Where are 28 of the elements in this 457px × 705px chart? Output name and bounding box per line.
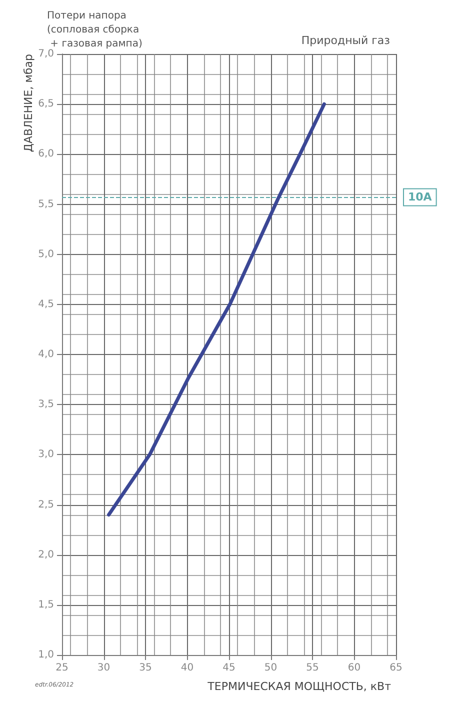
y-tick-label: 7,0 (38, 48, 54, 60)
x-tick-label: 65 (390, 662, 402, 674)
y-tick-label: 5,0 (38, 248, 54, 260)
y-tick-label: 6,0 (38, 148, 54, 160)
y-tick-label: 4,0 (38, 349, 54, 360)
x-tick-label: 45 (222, 662, 236, 674)
x-tick-label: 55 (306, 662, 319, 674)
x-tick-label: 25 (56, 662, 68, 674)
x-tick-label: 40 (180, 662, 194, 674)
y-tick-label: 3,5 (38, 399, 54, 410)
y-axis-title: ДАВЛЕНИЕ, мбар (22, 54, 35, 152)
y-tick-label: 6,5 (38, 98, 54, 110)
line-series (107, 102, 326, 517)
y-tick-label: 2,0 (38, 549, 54, 560)
y-tick-label: 2,5 (38, 499, 54, 510)
y-tick-label: 4,5 (38, 298, 54, 310)
y-tick-label: 5,5 (38, 198, 54, 210)
y-tick-label: 3,0 (38, 449, 54, 460)
y-tick-label: 1,5 (38, 599, 54, 610)
ref-line-label: 10A (408, 190, 432, 204)
chart-title: Потери напора (сопловая сборка + газовая рампа) (47, 10, 142, 50)
y-tick-label: 1,0 (38, 650, 54, 660)
x-tick-label: 30 (97, 662, 110, 674)
x-tick-label: 60 (348, 662, 361, 674)
chart-subtitle: Природный газ (301, 34, 390, 47)
x-tick-label: 35 (139, 662, 152, 674)
x-tick-label: 50 (264, 662, 278, 674)
x-axis-title: ТЕРМИЧЕСКАЯ МОЩНОСТЬ, кВт (206, 680, 392, 693)
